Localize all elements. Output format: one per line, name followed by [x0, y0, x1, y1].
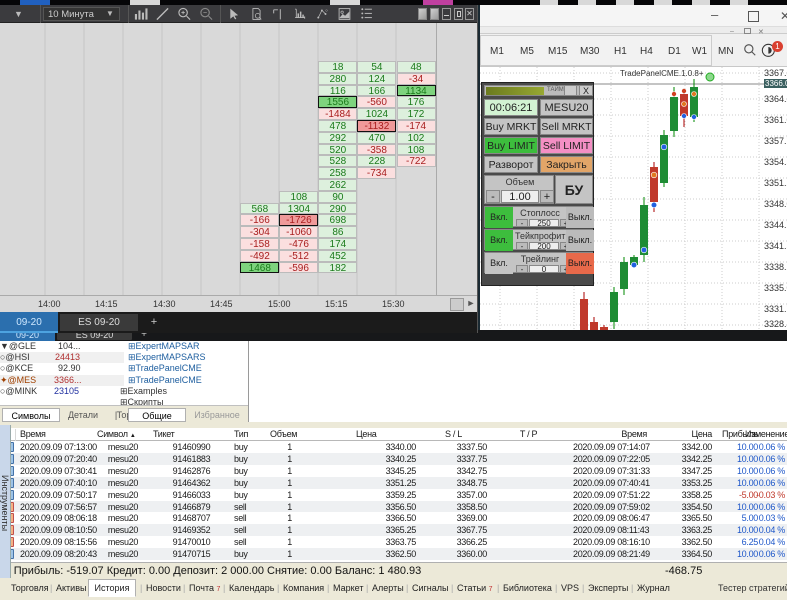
- svg-text:3338.25: 3338.25: [764, 262, 787, 272]
- svg-text:3344.75: 3344.75: [764, 220, 787, 230]
- svg-text:3357.75: 3357.75: [764, 136, 787, 146]
- svg-text:3364.25: 3364.25: [764, 94, 787, 104]
- svg-text:3351.25: 3351.25: [764, 178, 787, 188]
- svg-text:3328.50: 3328.50: [764, 319, 787, 329]
- svg-text:3348.00: 3348.00: [764, 199, 787, 209]
- svg-text:3354.50: 3354.50: [764, 157, 787, 167]
- svg-text:3366.00: 3366.00: [765, 79, 787, 88]
- svg-text:3361.00: 3361.00: [764, 115, 787, 125]
- svg-text:TradePanelCME.1.0.8+: TradePanelCME.1.0.8+: [620, 69, 704, 78]
- svg-text:3341.50: 3341.50: [764, 241, 787, 251]
- svg-text:3331.75: 3331.75: [764, 304, 787, 314]
- svg-text:3367.50: 3367.50: [764, 68, 787, 78]
- svg-text:3335.00: 3335.00: [764, 283, 787, 293]
- svg-text:o: o: [326, 9, 328, 13]
